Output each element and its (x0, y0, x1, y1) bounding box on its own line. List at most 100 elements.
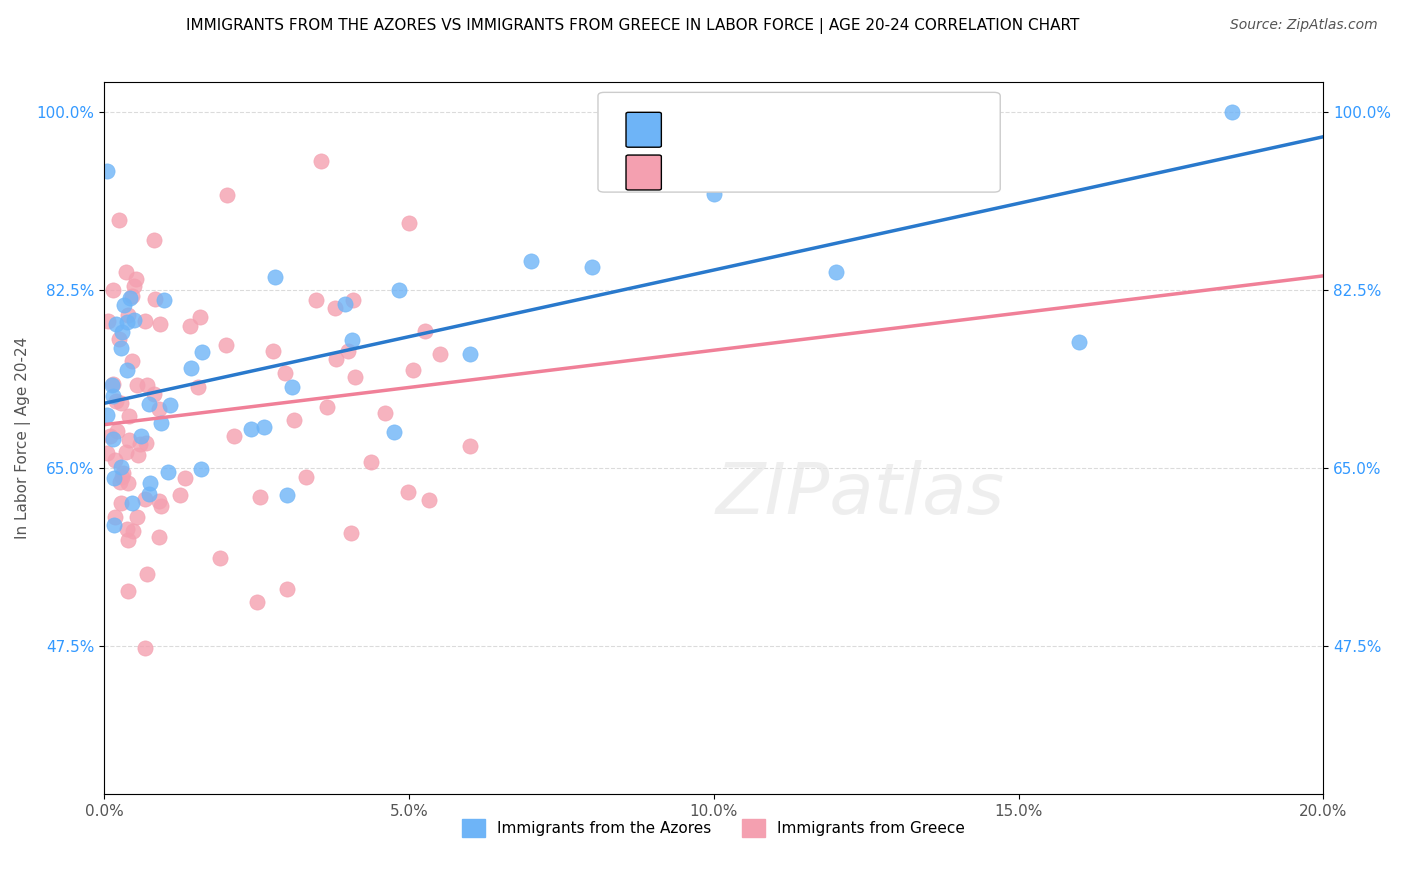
FancyBboxPatch shape (598, 93, 1000, 192)
Point (520, 254, 543, 268)
Point (179, 318, 201, 333)
Point (153, 293, 176, 308)
Point (127, 448, 149, 462)
Point (98, 429, 121, 443)
Point (169, 488, 191, 502)
Point (382, 425, 405, 439)
Point (115, 315, 138, 329)
Point (157, 465, 180, 479)
Point (108, 332, 131, 346)
Point (188, 310, 211, 324)
Point (418, 493, 440, 508)
Point (429, 347, 451, 361)
Point (150, 500, 173, 514)
Point (581, 260, 603, 275)
Point (117, 533, 139, 547)
Point (114, 445, 136, 459)
Point (340, 333, 363, 347)
FancyBboxPatch shape (626, 155, 661, 190)
Point (148, 530, 170, 544)
Point (281, 379, 304, 393)
Point (149, 317, 172, 331)
Point (96, 163, 118, 178)
Point (148, 401, 170, 416)
Text: 0.415: 0.415 (720, 118, 776, 136)
Point (105, 394, 128, 409)
Point (138, 487, 160, 501)
Point (142, 233, 165, 247)
Point (96, 446, 118, 460)
Point (150, 416, 173, 430)
Point (190, 461, 212, 475)
Point (129, 437, 152, 451)
Point (118, 291, 141, 305)
Point (396, 484, 419, 499)
Point (111, 325, 134, 339)
Point (159, 398, 181, 412)
Point (118, 433, 141, 447)
Point (305, 293, 328, 307)
Point (125, 509, 148, 524)
Text: 45: 45 (842, 118, 866, 136)
Point (97, 314, 120, 328)
Point (217, 187, 239, 202)
Point (374, 406, 396, 420)
Text: R =: R = (671, 118, 710, 136)
Text: N =: N = (793, 157, 832, 175)
Point (458, 347, 481, 361)
Point (104, 510, 127, 524)
Point (96, 409, 118, 423)
Point (388, 283, 411, 297)
Point (105, 424, 128, 438)
Point (187, 380, 209, 394)
Text: Source: ZipAtlas.com: Source: ZipAtlas.com (1230, 18, 1378, 32)
Point (262, 343, 284, 358)
Point (117, 475, 139, 490)
Point (276, 488, 298, 502)
Text: 0.490: 0.490 (720, 157, 776, 175)
Point (309, 153, 332, 168)
Point (129, 429, 152, 443)
Point (316, 400, 339, 414)
Point (101, 283, 124, 297)
Point (1220, 105, 1243, 120)
Point (117, 583, 139, 598)
Point (107, 213, 129, 227)
Point (246, 594, 269, 608)
Point (295, 470, 318, 484)
Point (174, 471, 197, 485)
Point (124, 272, 146, 286)
Point (274, 366, 297, 380)
Text: ZIPatlas: ZIPatlas (716, 460, 1004, 529)
Text: R =: R = (671, 157, 710, 175)
Point (117, 409, 139, 423)
Point (135, 377, 157, 392)
Point (110, 495, 132, 509)
Point (283, 413, 305, 427)
Point (191, 345, 214, 359)
Point (264, 270, 287, 285)
Point (121, 496, 143, 510)
Point (103, 471, 125, 485)
Point (208, 551, 231, 566)
Text: 82: 82 (842, 157, 868, 175)
Point (134, 640, 156, 655)
Text: N =: N = (793, 118, 832, 136)
Point (135, 436, 157, 450)
Point (342, 293, 364, 308)
Point (101, 389, 124, 403)
Point (110, 475, 132, 489)
Point (121, 289, 143, 303)
Point (276, 582, 298, 596)
Point (325, 351, 347, 366)
Point (215, 338, 238, 352)
Point (104, 317, 127, 331)
Point (333, 296, 356, 310)
Point (136, 567, 159, 582)
Point (323, 301, 346, 315)
Point (946, 105, 969, 120)
Point (110, 459, 132, 474)
Point (125, 377, 148, 392)
Point (337, 343, 360, 358)
Point (101, 433, 124, 447)
